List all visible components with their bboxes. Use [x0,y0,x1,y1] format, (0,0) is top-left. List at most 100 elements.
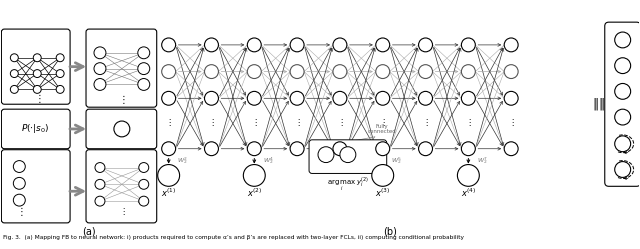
Text: $y_S^{(3)}$: $y_S^{(3)}$ [14,194,25,206]
Text: $P(\cdot|s_0)$: $P(\cdot|s_0)$ [21,123,49,135]
Circle shape [504,65,518,78]
Circle shape [333,142,347,156]
Text: $a_1^{(4)}$: $a_1^{(4)}$ [292,39,302,51]
Circle shape [10,85,19,93]
Circle shape [33,70,41,77]
Circle shape [56,70,64,77]
Circle shape [376,65,390,78]
Text: $y_1^{(1)}$: $y_1^{(1)}$ [95,162,105,173]
Text: $y_1^{(2)}$: $y_1^{(2)}$ [139,162,148,173]
Circle shape [95,196,105,206]
Text: $a_N^{(5)}$: $a_N^{(5)}$ [378,143,388,154]
Text: $y_1^{(1)}$: $y_1^{(1)}$ [335,39,345,51]
FancyBboxPatch shape [86,150,157,223]
Circle shape [139,196,148,206]
Text: $a_N^{(8)}$: $a_N^{(8)}$ [506,143,516,154]
Text: $\|\|$: $\|\|$ [593,96,605,112]
Circle shape [614,32,630,48]
Text: $a_1^{(3)}$: $a_1^{(3)}$ [249,39,259,51]
Circle shape [205,91,218,105]
Circle shape [290,38,304,52]
Text: $y_2^{(3)}$: $y_2^{(3)}$ [14,178,25,189]
Circle shape [10,54,19,62]
FancyBboxPatch shape [86,29,157,107]
Circle shape [13,194,26,206]
FancyBboxPatch shape [1,29,70,104]
Text: $y_2^{(2)}$: $y_2^{(2)}$ [343,149,353,160]
Text: $a_N^{(1)}$: $a_N^{(1)}$ [163,143,174,154]
Circle shape [114,121,130,137]
Circle shape [205,65,218,78]
Circle shape [376,91,390,105]
Text: $\vdots$: $\vdots$ [165,117,172,127]
Text: $x^{(2)}$: $x^{(2)}$ [246,187,262,199]
Text: $W_2^7$: $W_2^7$ [477,155,488,166]
Circle shape [139,163,148,173]
Text: $x^{(1)}$: $x^{(1)}$ [161,187,177,199]
Text: $\vdots$: $\vdots$ [422,117,429,127]
Text: $a_1^{(7)}$: $a_1^{(7)}$ [463,39,474,51]
FancyBboxPatch shape [86,109,157,149]
Text: $\vdots$: $\vdots$ [118,93,125,106]
Text: $a_3^{(3)}$: $a_3^{(3)}$ [249,93,259,104]
Circle shape [419,65,433,78]
Text: $a_N^{(4)}$: $a_N^{(4)}$ [292,143,302,154]
Circle shape [243,165,265,186]
Text: $\vdots$: $\vdots$ [337,117,343,127]
Text: $a_3^{(2)}$: $a_3^{(2)}$ [206,93,217,104]
Text: $a_1^{(5)}$: $a_1^{(5)}$ [378,39,388,51]
Circle shape [94,47,106,59]
Circle shape [419,91,433,105]
Circle shape [94,63,106,74]
Text: $a_2^{(4)}$: $a_2^{(4)}$ [292,66,302,77]
Text: $a_1^{(8)}$: $a_1^{(8)}$ [506,39,516,51]
Circle shape [461,65,476,78]
Text: (b): (b) [383,227,397,237]
Circle shape [94,78,106,90]
Text: $y_2^{(1)}$: $y_2^{(1)}$ [95,179,105,190]
Circle shape [461,91,476,105]
Text: $y_3^{(1)}$: $y_3^{(1)}$ [335,93,345,104]
Circle shape [157,165,180,186]
Circle shape [419,38,433,52]
Text: $a_3^{(9)}$: $a_3^{(9)}$ [618,86,628,97]
Text: $\vdots$: $\vdots$ [294,117,300,127]
Circle shape [138,47,150,59]
Text: $y_N^{(1)}$: $y_N^{(1)}$ [335,143,345,154]
Text: $\vdots$: $\vdots$ [118,205,125,217]
Text: $a_3^{(4)}$: $a_3^{(4)}$ [292,93,302,104]
Text: $y_1^{(2)}$: $y_1^{(2)}$ [321,149,331,160]
Circle shape [504,142,518,156]
Text: $x^{(4)}$: $x^{(4)}$ [461,187,476,199]
Text: $a_2^{(1)}$: $a_2^{(1)}$ [163,66,174,77]
Text: (a): (a) [82,227,96,237]
Text: $a_N^{(3)}$: $a_N^{(3)}$ [249,143,259,154]
Circle shape [333,65,347,78]
Circle shape [247,91,261,105]
Text: $a_2^{(5)}$: $a_2^{(5)}$ [378,66,388,77]
Circle shape [247,65,261,78]
Circle shape [95,163,105,173]
Circle shape [372,165,394,186]
Circle shape [614,58,630,73]
Circle shape [376,38,390,52]
Text: $y_N^{(1)}$: $y_N^{(1)}$ [95,195,105,207]
Text: $\vdots$: $\vdots$ [251,117,257,127]
Circle shape [205,142,218,156]
Text: $\vdots$: $\vdots$ [208,117,215,127]
Circle shape [290,65,304,78]
Circle shape [340,147,356,163]
Circle shape [461,142,476,156]
Circle shape [504,91,518,105]
Circle shape [333,91,347,105]
Text: $a_2^{(9)}$: $a_2^{(9)}$ [618,60,628,71]
FancyBboxPatch shape [605,22,640,186]
Text: $x^{(3)}$: $x^{(3)}$ [375,187,390,199]
Circle shape [504,38,518,52]
Circle shape [56,54,64,62]
Text: $y_{|MOD|}^{(2)}$: $y_{|MOD|}^{(2)}$ [373,149,387,160]
Text: $a_N^{(2)}$: $a_N^{(2)}$ [206,143,217,154]
Text: $a_2^{(8)}$: $a_2^{(8)}$ [506,66,516,77]
FancyBboxPatch shape [1,109,70,149]
Text: $a_2^{(3)}$: $a_2^{(3)}$ [249,66,259,77]
